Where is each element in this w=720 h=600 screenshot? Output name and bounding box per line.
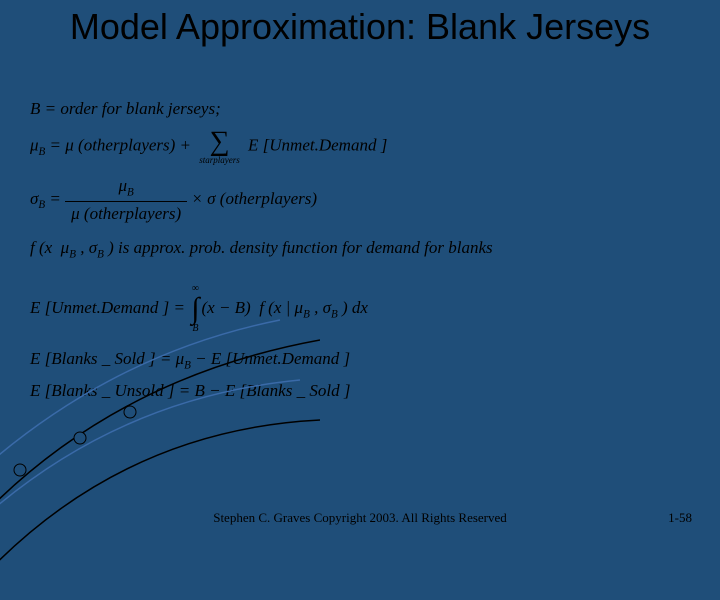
eq3-num: μB [65,175,187,202]
slide-title: Model Approximation: Blank Jerseys [0,0,720,47]
dot-2 [74,432,86,444]
eq3-sub: B [38,199,45,211]
footer-copyright: Stephen C. Graves Copyright 2003. All Ri… [0,510,720,526]
eq6-text: E [Blanks _ Sold ] = μB − E [Unmet.Deman… [30,349,350,368]
eq3-den: μ (otherplayers) [65,202,187,225]
eq3-fraction: μB μ (otherplayers) [65,175,187,225]
eq3-equals: = [49,189,65,208]
eq5-pre: E [Unmet.Demand ] = [30,298,189,317]
eq2-mid: = μ (otherplayers) + [45,136,195,155]
arc-3 [0,420,320,580]
eq-line-7: E [Blanks _ Unsold ] = B − E [Blanks _ S… [30,380,690,402]
eq-line-4: f (x μB , σB ) is approx. prob. density … [30,237,690,262]
eq2-post: E [Unmet.Demand ] [244,136,388,155]
eq-line-6: E [Blanks _ Sold ] = μB − E [Unmet.Deman… [30,348,690,373]
eq1-text: B = order for blank jerseys; [30,99,221,118]
eq-line-3: σB = μB μ (otherplayers) × σ (otherplaye… [30,175,690,225]
eq4-text: f (x μB , σB ) is approx. prob. density … [30,238,493,257]
eq5-post: (x − B) f (x | μB , σB ) dx [201,298,367,317]
eq-line-2: μB = μ (otherplayers) + ∑starplayers E [… [30,128,690,165]
int-under: B [191,324,199,334]
page-number: 1-58 [668,510,692,526]
eq-line-5: E [Unmet.Demand ] = ∞∫B(x − B) f (x | μB… [30,284,690,334]
eq-line-1: B = order for blank jerseys; [30,98,690,120]
eq3-post: × σ (otherplayers) [191,189,317,208]
dot-1 [14,464,26,476]
slide: Model Approximation: Blank Jerseys B = o… [0,0,720,540]
integral-symbol: ∞∫B [191,284,199,334]
equations-block: B = order for blank jerseys; μB = μ (oth… [30,98,690,411]
sum-symbol: ∑starplayers [199,128,240,165]
sum-under: starplayers [199,156,240,165]
eq2-pre: μ [30,136,39,155]
eq7-text: E [Blanks _ Unsold ] = B − E [Blanks _ S… [30,381,350,400]
